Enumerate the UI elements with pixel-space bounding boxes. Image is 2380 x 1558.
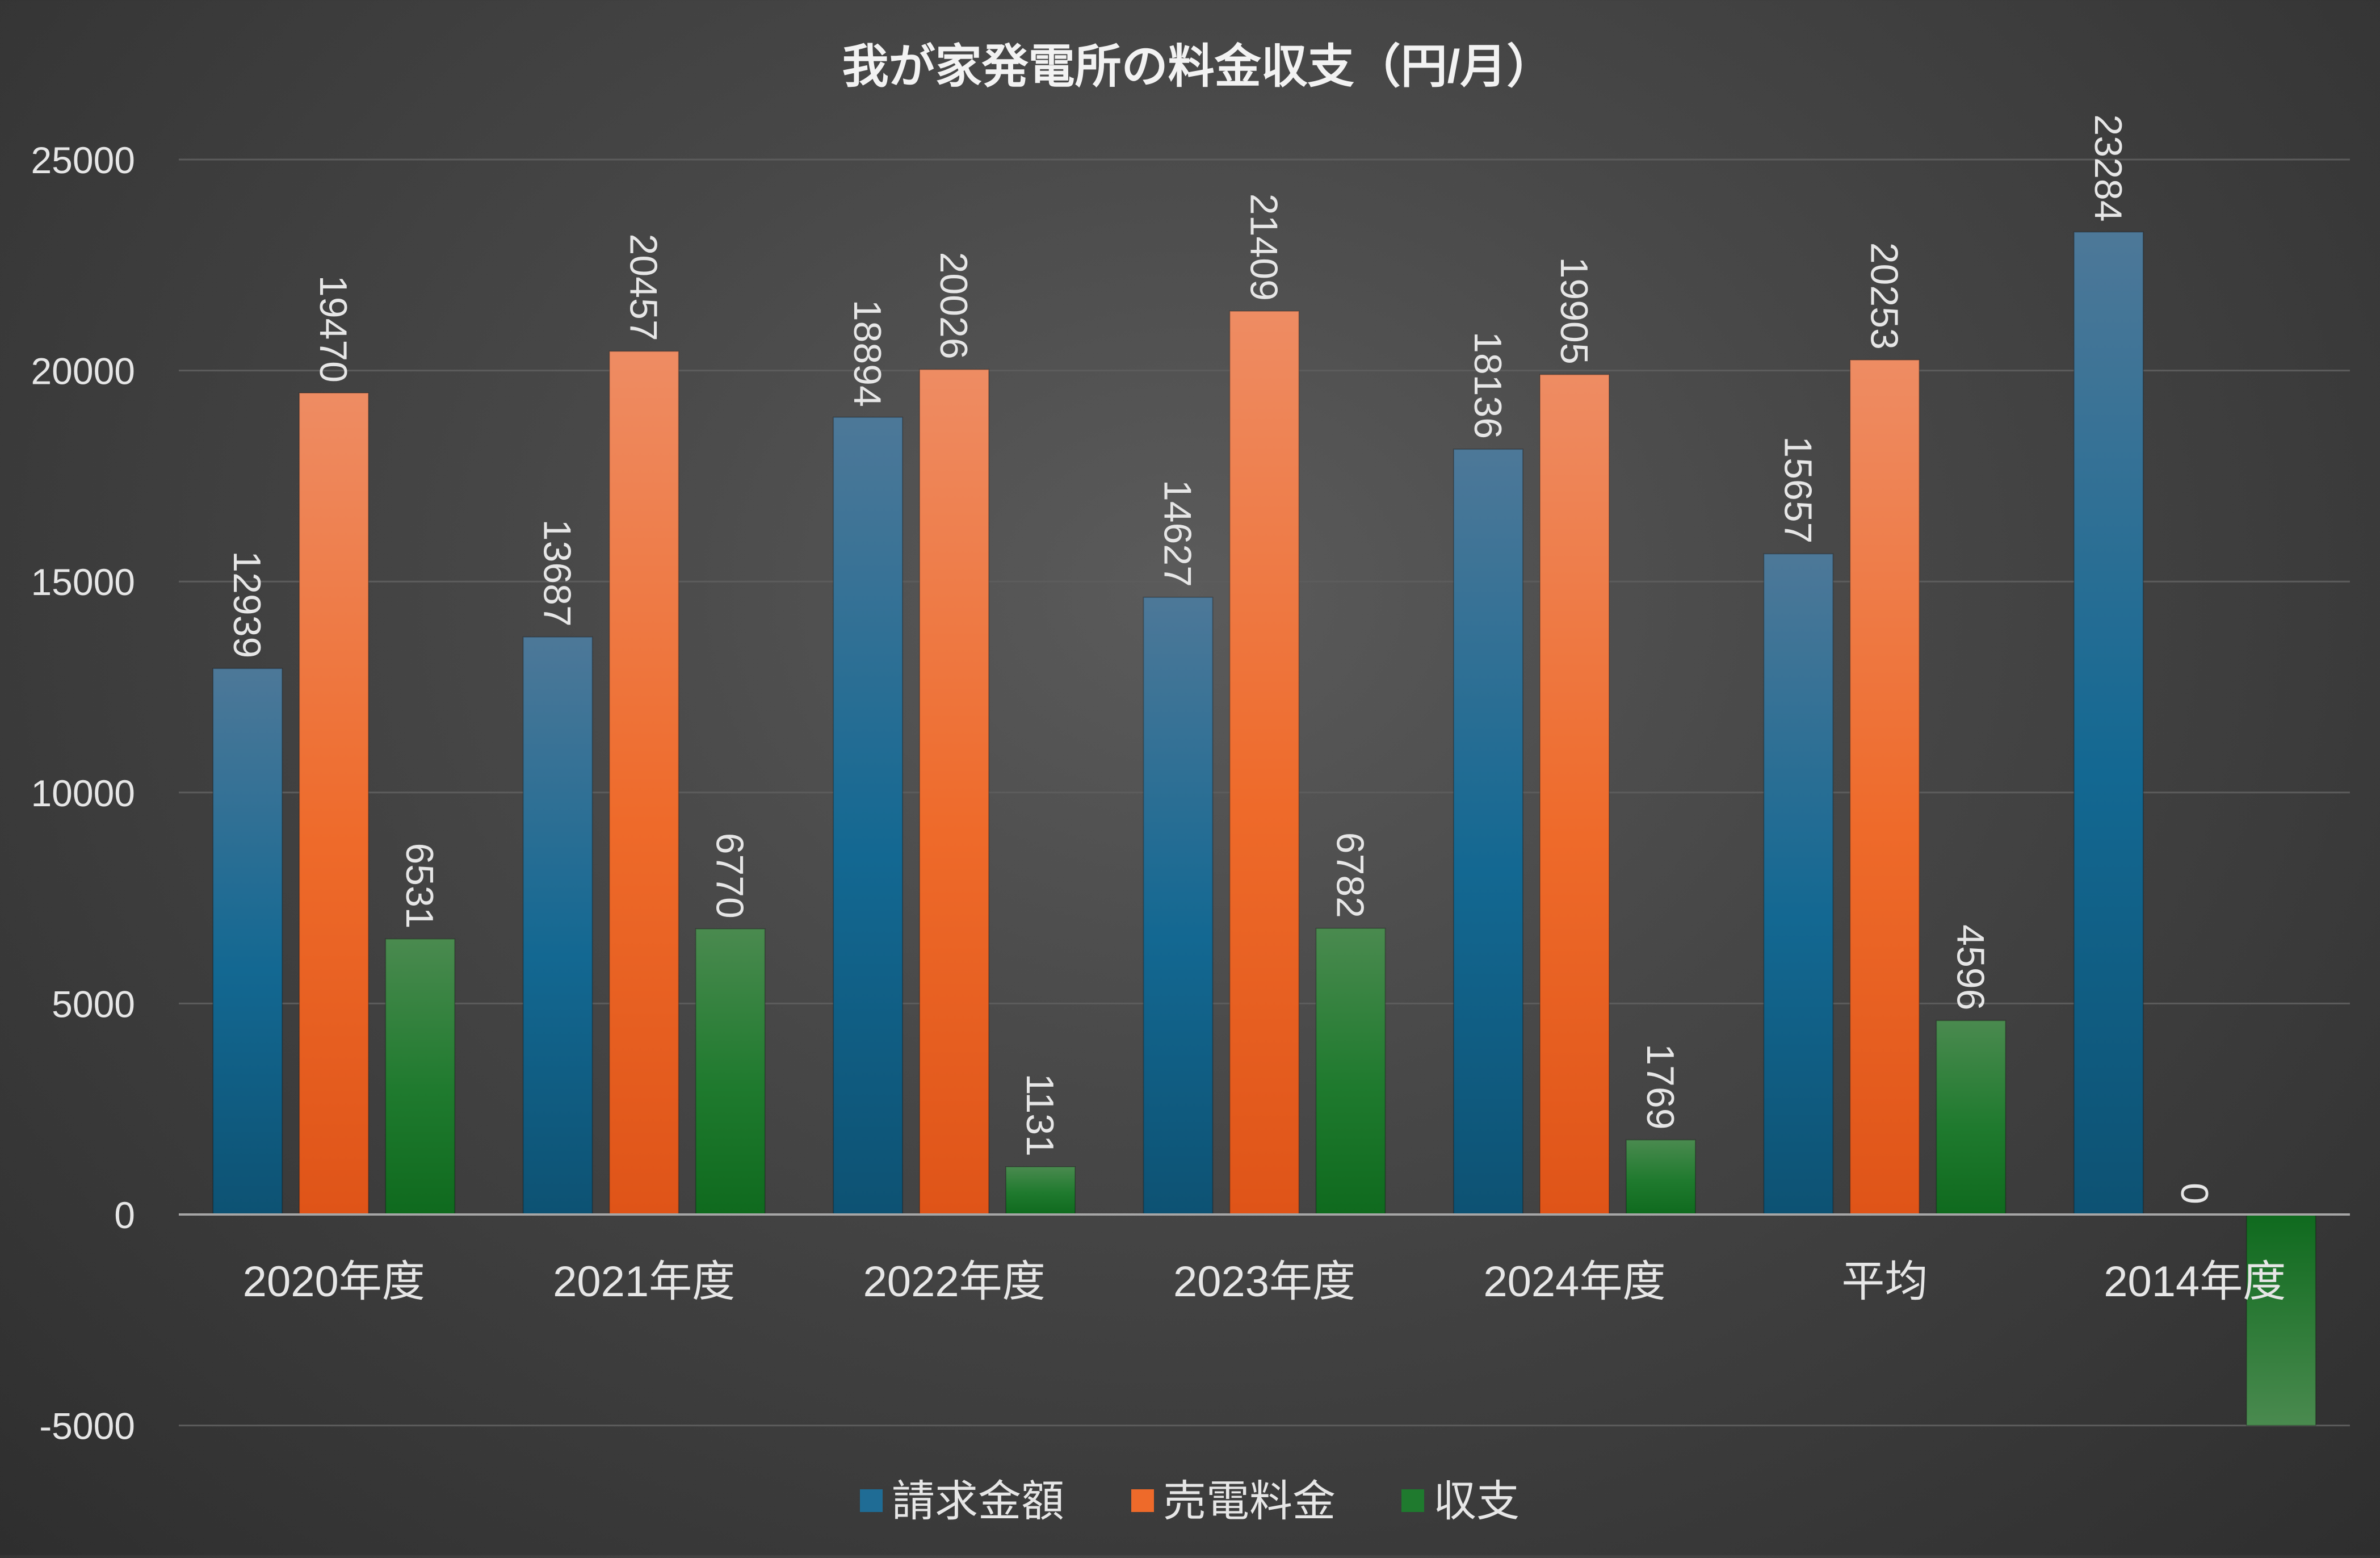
y-tick-label: 20000: [31, 350, 135, 392]
data-label: 19905: [1552, 257, 1596, 365]
data-label: 18136: [1466, 332, 1509, 439]
bar-収支: [1625, 1139, 1696, 1216]
x-tick-label: 2024年度: [1483, 1258, 1665, 1306]
bar-売電料金: [1539, 374, 1610, 1215]
x-tick-label: 平均: [1841, 1258, 1928, 1306]
bars: [212, 231, 2316, 1426]
bar-収支: [385, 938, 456, 1215]
y-tick-label: 10000: [31, 772, 135, 814]
legend-swatch: [1401, 1489, 1424, 1512]
data-label: 1769: [1639, 1044, 1682, 1129]
data-label: 18894: [846, 300, 889, 407]
data-labels: 12939 19470 6531 13687 20457 6770 18894 20026 11…: [225, 114, 2216, 1204]
bar-収支: [695, 928, 766, 1216]
bar-売電料金: [1229, 310, 1300, 1215]
bar-収支: [2245, 1214, 2316, 1426]
bar-請求金額: [833, 416, 904, 1215]
bar-請求金額: [212, 668, 283, 1215]
legend: 請求金額 売電料金 収支: [860, 1477, 1519, 1526]
data-label: 14627: [1156, 480, 1199, 587]
y-tick-label: 0: [114, 1194, 135, 1236]
data-label: 23284: [2087, 114, 2130, 221]
bar-売電料金: [299, 392, 370, 1215]
bar-収支: [1936, 1020, 2007, 1215]
data-label: 6531: [398, 843, 441, 928]
y-tick-label: 15000: [31, 561, 135, 603]
chart-title: 我が家発電所の料金収支（円/月）: [842, 41, 1554, 93]
data-label: 0: [2173, 1183, 2216, 1204]
data-label: 12939: [225, 551, 268, 658]
bar-売電料金: [919, 368, 990, 1215]
bar-請求金額: [1763, 553, 1834, 1216]
x-tick-label: 2021年度: [553, 1258, 735, 1306]
legend-label: 収支: [1433, 1477, 1519, 1526]
bar-請求金額: [2073, 231, 2144, 1216]
data-label: 21409: [1243, 194, 1286, 301]
legend-label: 請求金額: [892, 1477, 1064, 1526]
data-label: 20457: [622, 234, 665, 341]
data-label: 4596: [1949, 924, 1992, 1010]
bar-請求金額: [522, 636, 593, 1215]
data-label: 6782: [1329, 832, 1372, 918]
data-label: 13687: [536, 520, 579, 627]
legend-label: 売電料金: [1163, 1477, 1336, 1526]
bar-売電料金: [1849, 359, 1920, 1216]
x-tick-label: 2022年度: [863, 1258, 1046, 1306]
legend-swatch: [860, 1489, 883, 1512]
y-tick-label: 5000: [52, 983, 135, 1025]
bar-収支: [1315, 927, 1386, 1216]
bar-請求金額: [1453, 449, 1523, 1216]
y-tick-label: 25000: [31, 139, 135, 181]
x-axis-labels: 2020年度 2021年度 2022年度 2023年度 2024年度 平均 2014年度: [243, 1258, 2286, 1306]
y-tick-label: -5000: [39, 1405, 135, 1447]
y-axis-ticks: 25000 20000 15000 10000 5000 0 -5000: [31, 139, 135, 1447]
data-label: 1131: [1018, 1074, 1061, 1157]
bar-収支: [1005, 1166, 1076, 1216]
x-tick-label: 2014年度: [2104, 1258, 2286, 1306]
data-label: 15657: [1776, 436, 1819, 543]
data-label: 19470: [312, 275, 355, 383]
x-tick-label: 2020年度: [243, 1258, 425, 1306]
legend-swatch: [1131, 1489, 1154, 1512]
data-label: 6770: [708, 833, 752, 919]
data-label: 20253: [1862, 242, 1905, 350]
bar-売電料金: [608, 350, 679, 1215]
x-tick-label: 2023年度: [1173, 1258, 1355, 1306]
data-label: 20026: [932, 252, 975, 359]
bar-請求金額: [1143, 596, 1214, 1215]
